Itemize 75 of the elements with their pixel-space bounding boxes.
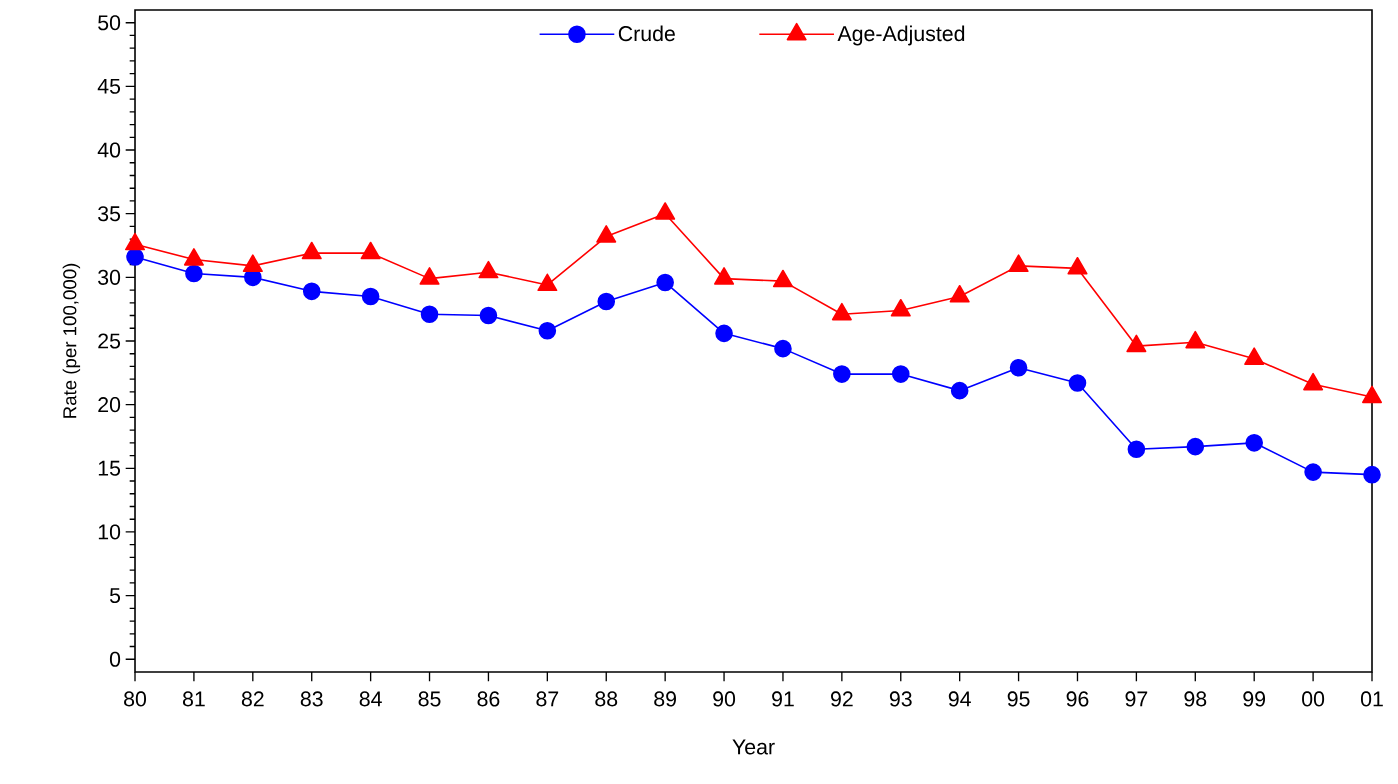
y-tick-label: 30: [98, 269, 121, 285]
x-axis-title: Year: [732, 739, 775, 755]
point: [301, 241, 322, 260]
point: [1186, 437, 1205, 456]
point: [772, 269, 793, 288]
point: [714, 267, 735, 285]
x-tick-label: 87: [536, 691, 559, 707]
x-tick-label: 90: [713, 691, 736, 707]
point: [478, 260, 499, 279]
point: [360, 241, 381, 260]
x-tick-label: 94: [948, 691, 971, 707]
point: [1126, 334, 1147, 353]
x-tick-label: 81: [182, 691, 205, 707]
x-tick-label: 91: [772, 691, 794, 707]
point: [891, 365, 910, 383]
point: [538, 322, 557, 340]
y-axis-title: Rate (per 100,000): [62, 263, 81, 418]
x-tick-label: 97: [1125, 691, 1148, 707]
point: [242, 254, 263, 273]
point: [774, 339, 792, 358]
point: [479, 306, 498, 325]
point: [1361, 385, 1383, 404]
point: [831, 302, 852, 321]
x-tick-label: 95: [1007, 691, 1030, 707]
point: [537, 273, 558, 292]
x-tick-label: 80: [124, 691, 147, 707]
point: [890, 298, 911, 317]
x-tick-label: 89: [654, 691, 676, 707]
point: [183, 248, 204, 266]
point: [1009, 358, 1028, 377]
y-tick-label: 10: [98, 524, 121, 540]
point: [1363, 465, 1381, 484]
y-tick-label: 25: [98, 333, 121, 349]
point: [1304, 463, 1322, 481]
point: [715, 324, 733, 343]
point: [833, 365, 851, 383]
x-tick-label: 93: [889, 691, 912, 707]
point: [1127, 440, 1146, 458]
x-tick-label: 88: [595, 691, 618, 707]
x-tick-label: 98: [1184, 691, 1207, 707]
point: [1244, 347, 1265, 365]
point: [1303, 372, 1324, 391]
y-tick-label: 20: [98, 397, 121, 413]
y-tick-label: 45: [97, 78, 121, 94]
x-tick-label: 99: [1243, 691, 1266, 707]
x-tick-label: 01: [1360, 691, 1383, 707]
x-tick-label: 84: [359, 691, 382, 707]
x-tick-label: 00: [1302, 691, 1325, 707]
point: [1008, 254, 1029, 273]
y-tick-label: 0: [109, 651, 121, 667]
y-tick-label: 15: [98, 460, 121, 476]
y-tick-label: 35: [98, 206, 121, 222]
x-tick-label: 96: [1066, 691, 1089, 707]
point: [949, 284, 970, 303]
x-tick-label: 82: [241, 691, 264, 707]
y-tick-label: 50: [98, 15, 121, 31]
point: [1067, 256, 1088, 275]
point: [419, 267, 440, 285]
point: [950, 381, 969, 400]
x-tick-label: 85: [418, 691, 441, 707]
y-tick-label: 5: [109, 588, 121, 604]
legend-label: Crude: [618, 25, 675, 42]
x-tick-label: 92: [831, 691, 853, 707]
point: [1068, 374, 1087, 392]
point: [597, 292, 616, 311]
point: [655, 202, 676, 220]
point: [596, 225, 617, 243]
point: [124, 232, 146, 251]
legend-label: Age-Adjusted: [837, 25, 965, 46]
y-tick-label: 40: [97, 142, 121, 158]
point: [1185, 330, 1206, 349]
point: [420, 305, 439, 324]
x-tick-label: 86: [477, 691, 500, 707]
x-tick-label: 83: [300, 691, 323, 707]
point: [1245, 434, 1263, 452]
